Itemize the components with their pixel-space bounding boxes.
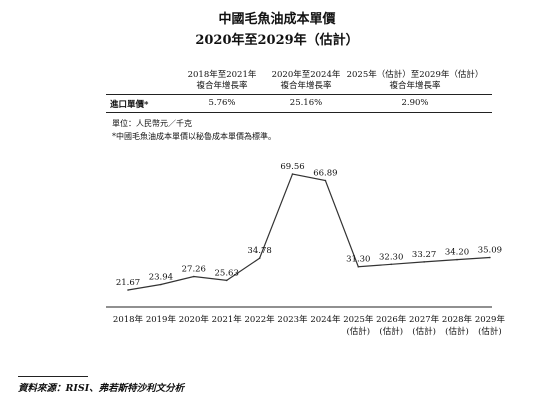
data-point [489, 256, 491, 259]
x-tick-sublabel: (估計) [379, 326, 403, 337]
cagr-value-2: 25.16% [289, 98, 323, 108]
x-tick-label: 2027年 [409, 314, 440, 325]
unit-note: 單位：人民幣元／千克 [112, 119, 192, 128]
x-tick-label: 2029年 [475, 314, 506, 325]
data-label: 69.56 [280, 162, 304, 172]
chart-subtitle: 2020年至2029年（估計） [195, 33, 359, 48]
data-label: 21.67 [116, 278, 140, 288]
x-tick-sublabel: (估計) [346, 326, 370, 337]
cagr-header-3-line1: 2025年（估計）至2029年（估計） [346, 70, 484, 80]
data-point [390, 263, 393, 266]
x-tick-label: 2019年 [146, 314, 177, 325]
data-label: 32.30 [379, 252, 403, 262]
x-tick-sublabel: (估計) [412, 326, 436, 337]
series-line [127, 173, 490, 291]
cagr-header-3-line2: 複合年增長率 [389, 81, 441, 91]
data-point [291, 173, 294, 175]
x-tick-sublabel: (估計) [445, 326, 469, 337]
x-tick-label: 2028年 [442, 314, 473, 325]
data-label: 25.63 [215, 268, 239, 278]
data-label: 27.26 [182, 265, 206, 275]
x-tick-label: 2018年 [113, 314, 144, 325]
data-label: 35.09 [478, 246, 502, 256]
data-point [357, 265, 360, 268]
x-tick-label: 2024年 [310, 314, 341, 325]
data-label: 23.94 [149, 273, 173, 283]
cagr-header-3: 2025年（估計）至2029年（估計） 複合年增長率 [340, 70, 490, 92]
cagr-header-1-line1: 2018年至2021年 [187, 70, 257, 80]
cagr-row-label: 進口單價* [110, 100, 149, 110]
table-bottom-rule [106, 112, 492, 113]
data-label: 34.20 [445, 248, 469, 258]
footnote: *中國毛魚油成本單價以秘魯成本單價為標準。 [112, 132, 276, 141]
table-top-rule [106, 94, 492, 95]
x-tick-label: 2023年 [277, 314, 308, 325]
data-label: 31.30 [346, 255, 370, 265]
data-point [193, 275, 195, 278]
data-point [423, 261, 425, 263]
x-tick-label: 2026年 [376, 314, 407, 325]
data-point [225, 279, 228, 282]
x-tick-label: 2022年 [245, 314, 276, 325]
chart-title: 中國毛魚油成本單價 [218, 12, 336, 27]
x-tick-label: 2020年 [179, 314, 210, 325]
cagr-header-2: 2020年至2024年 複合年增長率 [266, 70, 346, 92]
cagr-header-2-line1: 2020年至2024年 [271, 70, 341, 80]
source-rule [18, 376, 88, 377]
data-point [127, 289, 129, 291]
data-point [456, 258, 458, 261]
cagr-header-1: 2018年至2021年 複合年增長率 [182, 70, 262, 92]
data-label: 66.89 [313, 169, 337, 179]
data-point [324, 179, 327, 182]
data-point [258, 257, 261, 260]
x-tick-sublabel: (估計) [478, 326, 502, 337]
x-tick-label: 2021年 [212, 314, 243, 325]
data-point [160, 283, 162, 286]
source-note: 資料來源：RISI、弗若斯特沙利文分析 [18, 383, 185, 394]
cagr-value-1: 5.76% [208, 98, 236, 108]
data-label: 33.27 [412, 250, 436, 260]
x-tick-label: 2025年 [343, 314, 374, 325]
data-label: 34.78 [247, 246, 271, 256]
cagr-header-2-line2: 複合年增長率 [280, 81, 332, 91]
cagr-header-1-line2: 複合年增長率 [196, 81, 248, 91]
cagr-value-3: 2.90% [401, 98, 429, 108]
